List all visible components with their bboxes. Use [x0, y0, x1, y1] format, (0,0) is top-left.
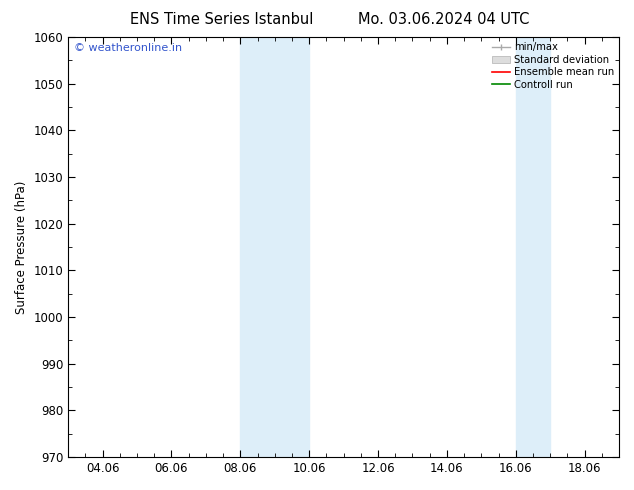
- Bar: [240, 37, 309, 457]
- Y-axis label: Surface Pressure (hPa): Surface Pressure (hPa): [15, 180, 28, 314]
- Text: ENS Time Series Istanbul: ENS Time Series Istanbul: [130, 12, 314, 27]
- Text: © weatheronline.in: © weatheronline.in: [74, 44, 182, 53]
- Text: Mo. 03.06.2024 04 UTC: Mo. 03.06.2024 04 UTC: [358, 12, 529, 27]
- Bar: [515, 37, 550, 457]
- Legend: min/max, Standard deviation, Ensemble mean run, Controll run: min/max, Standard deviation, Ensemble me…: [489, 40, 616, 92]
